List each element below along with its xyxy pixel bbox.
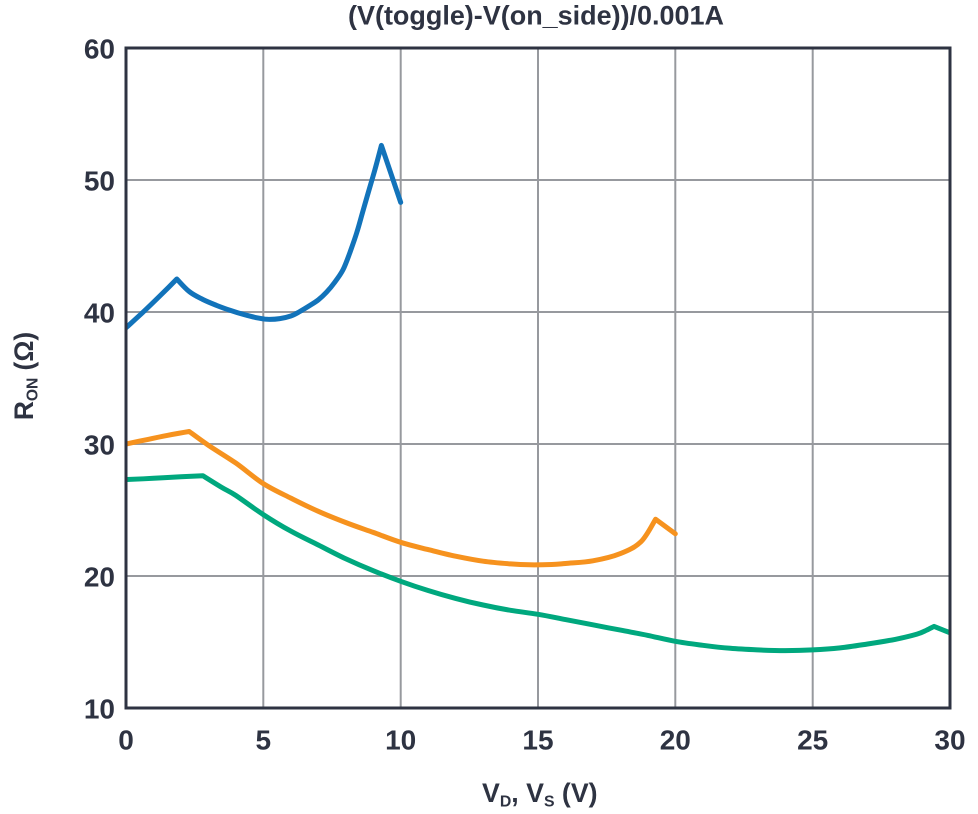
svg-text:RON (Ω): RON (Ω) — [9, 332, 42, 420]
svg-text:(V(toggle)-V(on_side))/0.001A: (V(toggle)-V(on_side))/0.001A — [348, 1, 724, 31]
svg-text:0: 0 — [118, 724, 134, 755]
svg-text:30: 30 — [84, 430, 115, 461]
svg-text:15: 15 — [522, 724, 553, 755]
svg-text:10: 10 — [385, 724, 416, 755]
svg-text:60: 60 — [84, 34, 115, 65]
svg-text:40: 40 — [84, 298, 115, 329]
svg-text:5: 5 — [256, 724, 272, 755]
svg-text:50: 50 — [84, 166, 115, 197]
svg-text:20: 20 — [84, 562, 115, 593]
svg-text:10: 10 — [84, 694, 115, 725]
svg-text:25: 25 — [797, 724, 828, 755]
svg-text:30: 30 — [934, 724, 965, 755]
svg-text:20: 20 — [660, 724, 691, 755]
svg-text:VD, VS (V): VD, VS (V) — [482, 778, 598, 811]
